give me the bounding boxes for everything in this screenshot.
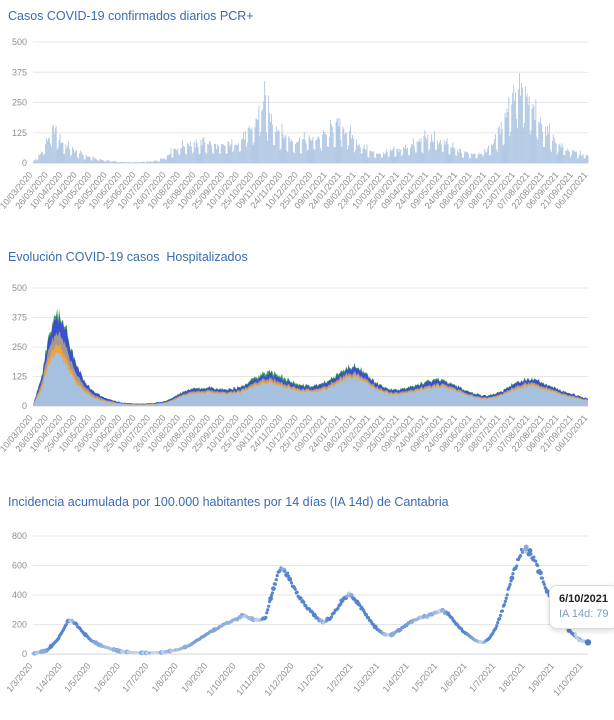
selected-data-point[interactable] xyxy=(584,639,592,646)
svg-text:1/6/2021: 1/6/2021 xyxy=(439,661,469,694)
svg-text:125: 125 xyxy=(12,372,27,382)
svg-text:1/8/2020: 1/8/2020 xyxy=(150,661,180,694)
svg-text:1/12/2020: 1/12/2020 xyxy=(262,661,295,698)
svg-text:0: 0 xyxy=(22,158,27,168)
svg-text:200: 200 xyxy=(12,620,27,630)
hospitalized-title: Evolución COVID-19 casos Hospitalizados xyxy=(8,250,248,264)
svg-text:1/7/2021: 1/7/2021 xyxy=(467,661,497,694)
y-axis-labels: 0 200 400 600 800 xyxy=(12,531,27,659)
daily-cases-chart[interactable]: 0 125 250 375 500 10/03/202026/03/202010/04/2… xyxy=(0,28,614,235)
y-axis-labels: 0 125 250 375 500 xyxy=(12,283,27,411)
svg-text:1/3/2020: 1/3/2020 xyxy=(4,661,34,694)
svg-text:1/4/2021: 1/4/2021 xyxy=(381,661,411,694)
x-axis-labels: 10/03/202026/03/202010/04/202025/04/2020… xyxy=(0,170,590,211)
hospitalized-chart[interactable]: 0 125 250 375 500 10/03/202026/03/202010/04/2… xyxy=(0,269,614,474)
svg-text:1/3/2021: 1/3/2021 xyxy=(351,661,381,694)
svg-text:600: 600 xyxy=(12,561,27,571)
svg-text:1/1/2021: 1/1/2021 xyxy=(295,661,325,694)
x-axis-labels: 10/03/202026/03/202010/04/202025/04/2020… xyxy=(0,413,590,454)
svg-text:250: 250 xyxy=(12,342,27,352)
tooltip-tail xyxy=(573,631,585,644)
incidence-section: Incidencia acumulada por 100.000 habitan… xyxy=(0,492,614,716)
gridlines xyxy=(33,535,588,655)
svg-text:500: 500 xyxy=(12,283,27,293)
svg-text:125: 125 xyxy=(12,128,27,138)
svg-text:250: 250 xyxy=(12,98,27,108)
svg-text:375: 375 xyxy=(12,67,27,77)
svg-text:400: 400 xyxy=(12,590,27,600)
y-axis-labels: 0 125 250 375 500 xyxy=(12,37,27,168)
tooltip-date: 6/10/2021 xyxy=(559,593,608,605)
svg-text:1/6/2020: 1/6/2020 xyxy=(92,661,122,694)
svg-text:375: 375 xyxy=(12,313,27,323)
incidence-dots xyxy=(31,544,590,656)
svg-text:1/2/2021: 1/2/2021 xyxy=(325,661,355,694)
svg-text:1/9/2020: 1/9/2020 xyxy=(179,661,209,694)
svg-text:0: 0 xyxy=(22,401,27,411)
tooltip-value: IA 14d: 79 xyxy=(559,608,609,620)
light-blue-layer xyxy=(33,351,588,406)
svg-text:1/10/2020: 1/10/2020 xyxy=(205,661,238,698)
tooltip: 6/10/2021 IA 14d: 79 xyxy=(549,585,614,629)
svg-text:1/8/2021: 1/8/2021 xyxy=(497,661,527,694)
svg-text:1/5/2020: 1/5/2020 xyxy=(62,661,92,694)
svg-text:1/4/2020: 1/4/2020 xyxy=(34,661,64,694)
svg-text:1/10/2021: 1/10/2021 xyxy=(551,661,584,698)
svg-text:1/9/2021: 1/9/2021 xyxy=(526,661,556,694)
daily-cases-section: Casos COVID-19 confirmados diarios PCR+ … xyxy=(0,6,614,235)
svg-text:1/5/2021: 1/5/2021 xyxy=(409,661,439,694)
hospitalized-section: Evolución COVID-19 casos Hospitalizados … xyxy=(0,247,614,474)
svg-text:0: 0 xyxy=(22,649,27,659)
daily-cases-title: Casos COVID-19 confirmados diarios PCR+ xyxy=(8,9,254,23)
svg-text:500: 500 xyxy=(12,37,27,47)
svg-text:1/7/2020: 1/7/2020 xyxy=(120,661,150,694)
svg-text:800: 800 xyxy=(12,531,27,541)
daily-bars xyxy=(32,72,589,163)
incidence-title: Incidencia acumulada por 100.000 habitan… xyxy=(8,495,449,509)
